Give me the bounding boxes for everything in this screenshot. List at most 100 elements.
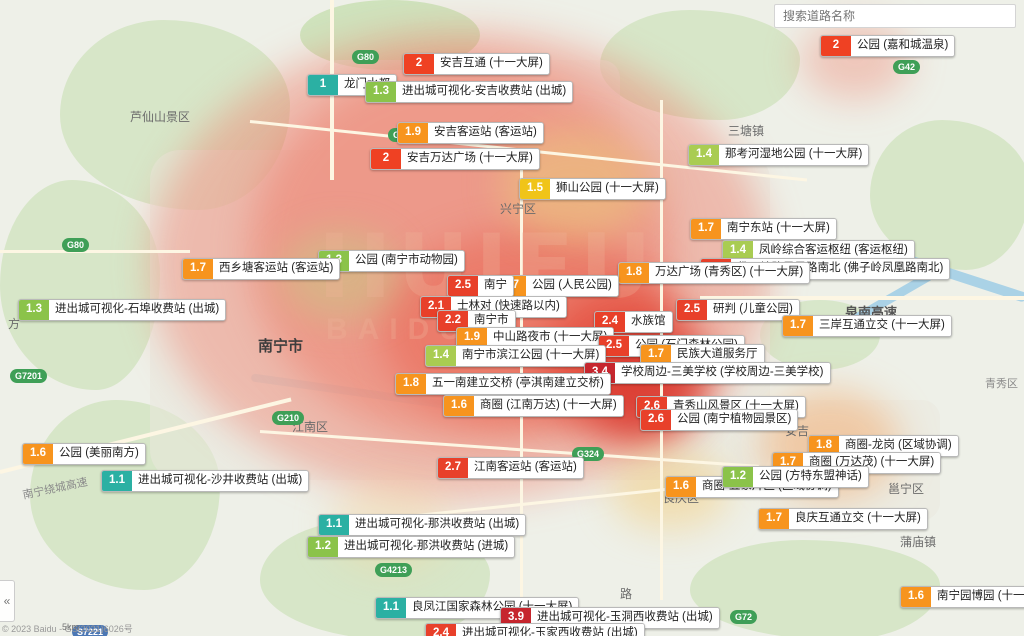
poi-marker-value: 1.6 <box>666 477 696 497</box>
poi-marker-label: 南宁市滨江公园 (十一大屏) <box>456 346 606 366</box>
poi-marker[interactable]: 2.4 进出城可视化-玉家西收费站 (出城) <box>425 623 645 636</box>
poi-marker-label: 南宁东站 (十一大屏) <box>721 219 836 239</box>
poi-marker[interactable]: 2 安吉万达广场 (十一大屏) <box>370 148 540 170</box>
poi-marker-label: 万达广场 (青秀区) (十一大屏) <box>649 263 810 283</box>
poi-marker-value: 1 <box>308 75 338 95</box>
poi-marker-value: 1.1 <box>319 515 349 535</box>
poi-marker[interactable]: 2.4 水族馆 <box>594 311 673 333</box>
poi-marker-label: 学校周边-三美学校 (学校周边-三美学校) <box>615 363 830 383</box>
poi-marker-label: 商圈 (江南万达) (十一大屏) <box>474 396 623 416</box>
poi-marker-value: 1.6 <box>23 444 53 464</box>
poi-marker[interactable]: 1.9 中山路夜市 (十一大屏) <box>456 327 615 349</box>
poi-marker[interactable]: 1.3 进出城可视化-安吉收费站 (出城) <box>365 81 574 103</box>
place-label: 南宁市 <box>258 338 304 355</box>
poi-marker[interactable]: 3.4 学校周边-三美学校 (学校周边-三美学校) <box>584 362 831 384</box>
poi-marker[interactable]: 1.6 公园 (美丽南方) <box>22 443 146 465</box>
poi-marker-label: 民族大道服务厅 <box>671 345 764 365</box>
poi-marker[interactable]: 2.6 公园 (南宁植物园景区) <box>640 409 799 431</box>
poi-marker-value: 2.5 <box>448 276 478 296</box>
poi-marker-value: 1.4 <box>723 241 753 261</box>
poi-marker-label: 商圈-龙岗 (区域协调) <box>839 436 958 456</box>
poi-marker[interactable]: 2.5 研判 (儿童公园) <box>676 299 800 321</box>
poi-marker-label: 南宁园博园 (十一大屏) <box>931 587 1024 607</box>
place-label: 邕宁区 <box>888 482 925 496</box>
poi-marker-label: 研判 (儿童公园) <box>707 300 799 320</box>
place-label: 兴宁区 <box>500 202 537 216</box>
poi-marker[interactable]: 1.8 五一南建立交桥 (亭淇南建立交桥) <box>395 373 611 395</box>
poi-marker-label: 进出城可视化-安吉收费站 (出城) <box>396 82 573 102</box>
poi-marker[interactable]: 1.2 进出城可视化-那洪收费站 (进城) <box>307 536 516 558</box>
poi-marker-value: 2.5 <box>599 336 629 356</box>
place-label: 蒲庙镇 <box>900 535 937 549</box>
poi-marker-value: 1.2 <box>723 467 753 487</box>
poi-marker-value: 1.3 <box>366 82 396 102</box>
green-area <box>0 180 160 390</box>
poi-marker-value: 1.4 <box>689 145 719 165</box>
route-shield: G210 <box>272 411 305 425</box>
poi-marker[interactable]: 1.4 凤岭综合客运枢纽 (客运枢纽) <box>722 240 915 262</box>
poi-marker[interactable]: 2.2 南宁市 <box>437 310 516 332</box>
poi-marker-label: 南宁市 <box>468 311 515 331</box>
panel-collapse-button[interactable]: « <box>0 580 15 622</box>
poi-marker[interactable]: 1.3公园 (南宁市动物园) <box>318 250 465 272</box>
poi-marker[interactable]: 1.1 进出城可视化-沙井收费站 (出城) <box>101 470 310 492</box>
poi-marker-value: 1.8 <box>619 263 649 283</box>
poi-marker[interactable]: 1.3 进出城可视化-石埠收费站 (出城) <box>18 299 227 321</box>
road-label: 青秀区 <box>985 378 1018 390</box>
poi-marker[interactable]: 1.1 进出城可视化-那洪收费站 (出城) <box>318 514 527 536</box>
poi-marker-value: 3.9 <box>501 608 531 628</box>
poi-marker-label: 那考河湿地公园 (十一大屏) <box>719 145 869 165</box>
poi-marker[interactable]: 1.8 万达广场 (青秀区) (十一大屏) <box>618 262 811 284</box>
poi-marker-label: 凤岭综合客运枢纽 (客运枢纽) <box>753 241 914 261</box>
poi-marker[interactable]: 1.7 三岸互通立交 (十一大屏) <box>782 315 952 337</box>
route-shield: S7221 <box>72 625 109 636</box>
poi-marker[interactable]: 2.7 江南客运站 (客运站) <box>437 457 584 479</box>
poi-marker-label: 南宁 <box>478 276 513 296</box>
poi-marker-value: 1.9 <box>398 123 428 143</box>
poi-marker-value: 1.7 <box>183 259 213 279</box>
poi-marker[interactable]: 1.2 公园 (方特东盟神话) <box>722 466 869 488</box>
poi-marker-value: 1.3 <box>19 300 49 320</box>
poi-marker[interactable]: 1.8 商圈-龙岗 (区域协调) <box>808 435 959 457</box>
search-box[interactable] <box>774 4 1016 28</box>
poi-marker-value: 1.7 <box>783 316 813 336</box>
poi-marker-value: 1.7 <box>759 509 789 529</box>
poi-marker[interactable]: 1.7 良庆互通立交 (十一大屏) <box>758 508 928 530</box>
poi-marker-label: 良庆互通立交 (十一大屏) <box>789 509 927 529</box>
poi-marker-label: 进出城可视化-石埠收费站 (出城) <box>49 300 226 320</box>
poi-marker[interactable]: 1.4 那考河湿地公园 (十一大屏) <box>688 144 870 166</box>
poi-marker-value: 2.6 <box>641 410 671 430</box>
poi-marker-value: 2.7 <box>438 458 468 478</box>
poi-marker-value: 1.6 <box>901 587 931 607</box>
search-input[interactable] <box>775 5 1015 27</box>
route-shield: G4213 <box>375 563 413 577</box>
poi-marker[interactable]: 1.9 安吉客运站 (客运站) <box>397 122 544 144</box>
poi-marker-value: 1.1 <box>102 471 132 491</box>
place-label: 方 <box>8 317 21 331</box>
poi-marker-value: 1.7 <box>691 219 721 239</box>
poi-marker-label: 进出城可视化-那洪收费站 (出城) <box>349 515 526 535</box>
poi-marker[interactable]: 1.6 商圈 (江南万达) (十一大屏) <box>443 395 624 417</box>
poi-marker[interactable]: 2.5 南宁 <box>447 275 514 297</box>
poi-marker-value: 2.2 <box>438 311 468 331</box>
poi-marker-label: 公园 (嘉和城温泉) <box>851 36 955 56</box>
place-label: 路 <box>620 587 633 601</box>
poi-marker-label: 公园 (南宁市动物园) <box>349 251 464 271</box>
poi-marker-label: 公园 (南宁植物园景区) <box>671 410 798 430</box>
poi-marker[interactable]: 1.4 南宁市滨江公园 (十一大屏) <box>425 345 607 367</box>
poi-marker-value: 1.2 <box>308 537 338 557</box>
heat-overlay <box>800 20 910 100</box>
poi-marker[interactable]: 1.7 西乡塘客运站 (客运站) <box>182 258 341 280</box>
poi-marker-label: 进出城可视化-玉家西收费站 (出城) <box>456 624 644 636</box>
poi-marker[interactable]: 2 安吉互通 (十一大屏) <box>403 53 550 75</box>
poi-marker-label: 狮山公园 (十一大屏) <box>550 179 665 199</box>
route-shield: G72 <box>730 610 758 624</box>
poi-marker-label: 五一南建立交桥 (亭淇南建立交桥) <box>426 374 610 394</box>
poi-marker[interactable]: 2 公园 (嘉和城温泉) <box>820 35 956 57</box>
poi-marker[interactable]: 1.5 狮山公园 (十一大屏) <box>519 178 666 200</box>
poi-marker[interactable]: 1.7 南宁东站 (十一大屏) <box>690 218 837 240</box>
motorway <box>700 296 1024 300</box>
poi-marker-value: 2 <box>404 54 434 74</box>
